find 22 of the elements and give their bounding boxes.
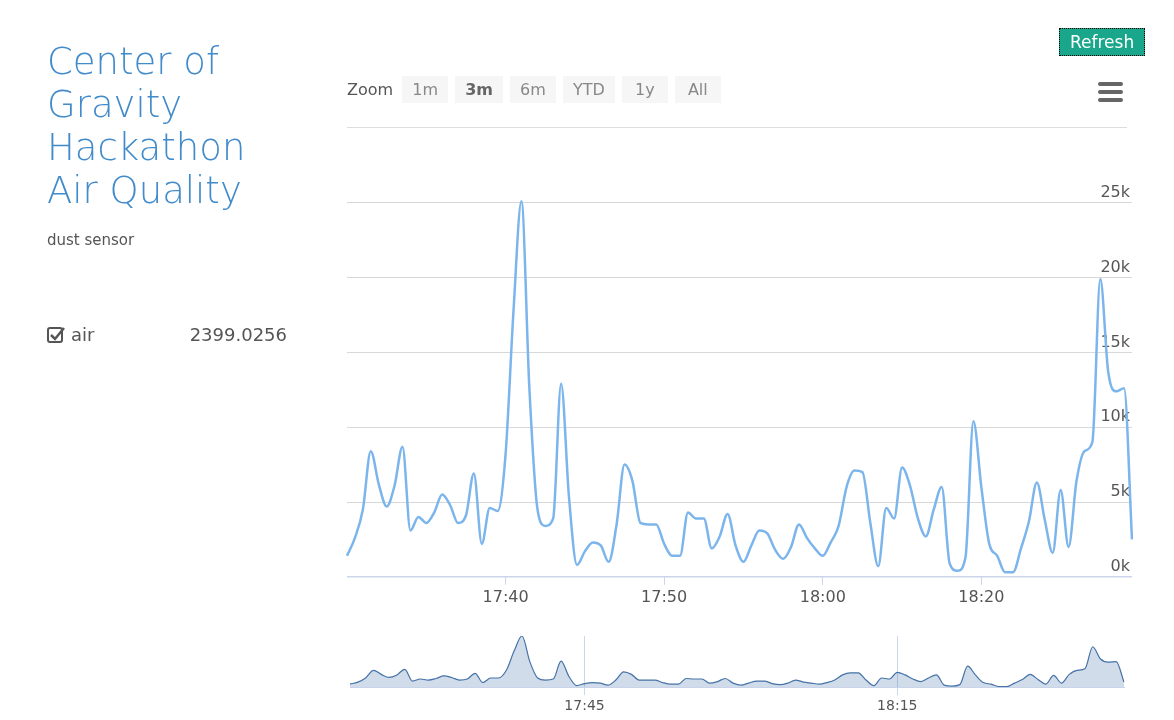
y-tick-label: 0k: [1110, 555, 1131, 575]
x-tick-label: 17:40: [482, 586, 529, 606]
text: dust sensor: [47, 230, 136, 251]
x-tick-label: 17:50: [641, 586, 688, 606]
range-button: All: [674, 76, 721, 103]
text: air: [71, 324, 95, 345]
chart-title: Center of Gravity Hackathon Air Quality: [47, 40, 247, 212]
range-button: 1y: [621, 76, 668, 103]
range-button: 6m: [509, 76, 556, 103]
x-tick-label: 18:00: [799, 586, 846, 606]
text: Zoom: [347, 80, 394, 99]
x-tick-label: 17:45: [564, 697, 605, 714]
x-tick-label: 18:15: [877, 697, 918, 714]
y-tick-label: 20k: [1100, 256, 1131, 276]
refresh-button: Refresh: [1059, 28, 1146, 56]
range-button: 1m: [402, 76, 449, 103]
y-tick-label: 5k: [1110, 481, 1131, 501]
text: 2399.0256: [189, 324, 287, 345]
range-button: 3m: [455, 76, 503, 103]
y-tick-label: 25k: [1100, 181, 1131, 201]
x-tick-label: 18:20: [958, 586, 1005, 606]
range-button: YTD: [562, 76, 615, 103]
